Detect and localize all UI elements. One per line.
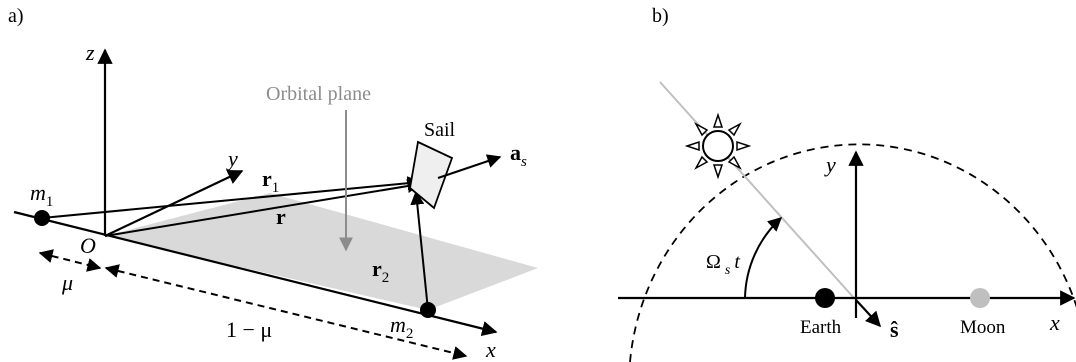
x-axis-label-a: x [485,337,496,362]
m1-label: m1 [30,180,53,210]
one-minus-mu-label: 1 − μ [226,317,272,342]
r1-vector [41,176,422,219]
x-axis-label-b: x [1049,310,1060,335]
s-hat-vector [855,299,882,328]
orbital-plane-label: Orbital plane [266,83,371,105]
sail-label: Sail [424,119,456,141]
sun-orbit [629,143,1076,362]
r1-label: r1 [262,166,279,196]
earth-label: Earth [800,317,842,338]
y-axis-label: y [226,146,238,171]
as-vector [437,154,502,179]
panel-a: a) z y r r1 r2 Sail as Orbital plane m1 [8,5,538,362]
mass-m2 [420,302,436,318]
sun-icon [684,112,752,180]
earth [815,288,835,308]
m2-label: m2 [390,312,413,342]
sun-direction-line [659,81,855,299]
panel-a-tag: a) [8,5,24,27]
z-axis-label: z [85,40,95,65]
s-hat-label: ŝ [890,317,899,342]
sail [409,140,454,210]
panel-b-tag: b) [652,5,669,27]
y-axis-label-b: y [824,152,836,177]
mass-m1 [34,210,50,226]
as-label: as [510,140,527,170]
r-label: r [276,204,286,229]
angle-arc [744,217,783,299]
mu-dimension [38,249,102,272]
r-vector [104,179,422,237]
mu-label: μ [61,270,73,295]
moon [970,288,990,308]
origin-label: O [80,233,96,258]
one-minus-mu-dimension [104,264,468,360]
moon-label: Moon [960,317,1006,338]
y-axis [104,169,244,237]
